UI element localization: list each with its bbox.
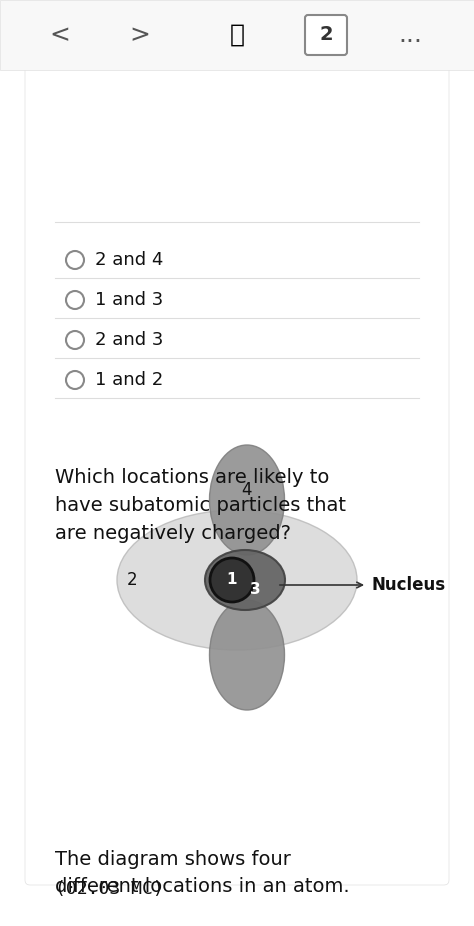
Text: 2: 2 [127,571,137,589]
Text: 2 and 4: 2 and 4 [95,251,164,269]
Text: 4: 4 [242,481,252,499]
Text: 1: 1 [227,572,237,587]
Text: Which locations are likely to
have subatomic particles that
are negatively charg: Which locations are likely to have subat… [55,468,346,543]
Text: 🔥: 🔥 [229,23,245,47]
Circle shape [210,558,254,602]
FancyBboxPatch shape [0,0,474,70]
Ellipse shape [117,510,357,650]
Circle shape [66,331,84,349]
FancyBboxPatch shape [25,55,449,885]
FancyBboxPatch shape [305,15,347,55]
Text: >: > [129,23,150,47]
Ellipse shape [205,550,285,610]
Text: 1 and 2: 1 and 2 [95,371,163,389]
Circle shape [66,251,84,269]
Ellipse shape [210,600,284,710]
Circle shape [66,371,84,389]
Text: 2: 2 [319,26,333,44]
Ellipse shape [210,445,284,555]
Text: (02.03 MC): (02.03 MC) [55,880,164,898]
Text: ...: ... [398,23,422,47]
Text: 2 and 3: 2 and 3 [95,331,164,349]
Text: The diagram shows four
different locations in an atom.: The diagram shows four different locatio… [55,850,350,895]
Circle shape [66,291,84,309]
Text: Nucleus: Nucleus [372,576,446,594]
Text: <: < [50,23,71,47]
Text: 3: 3 [250,582,260,597]
Text: 1 and 3: 1 and 3 [95,291,163,309]
